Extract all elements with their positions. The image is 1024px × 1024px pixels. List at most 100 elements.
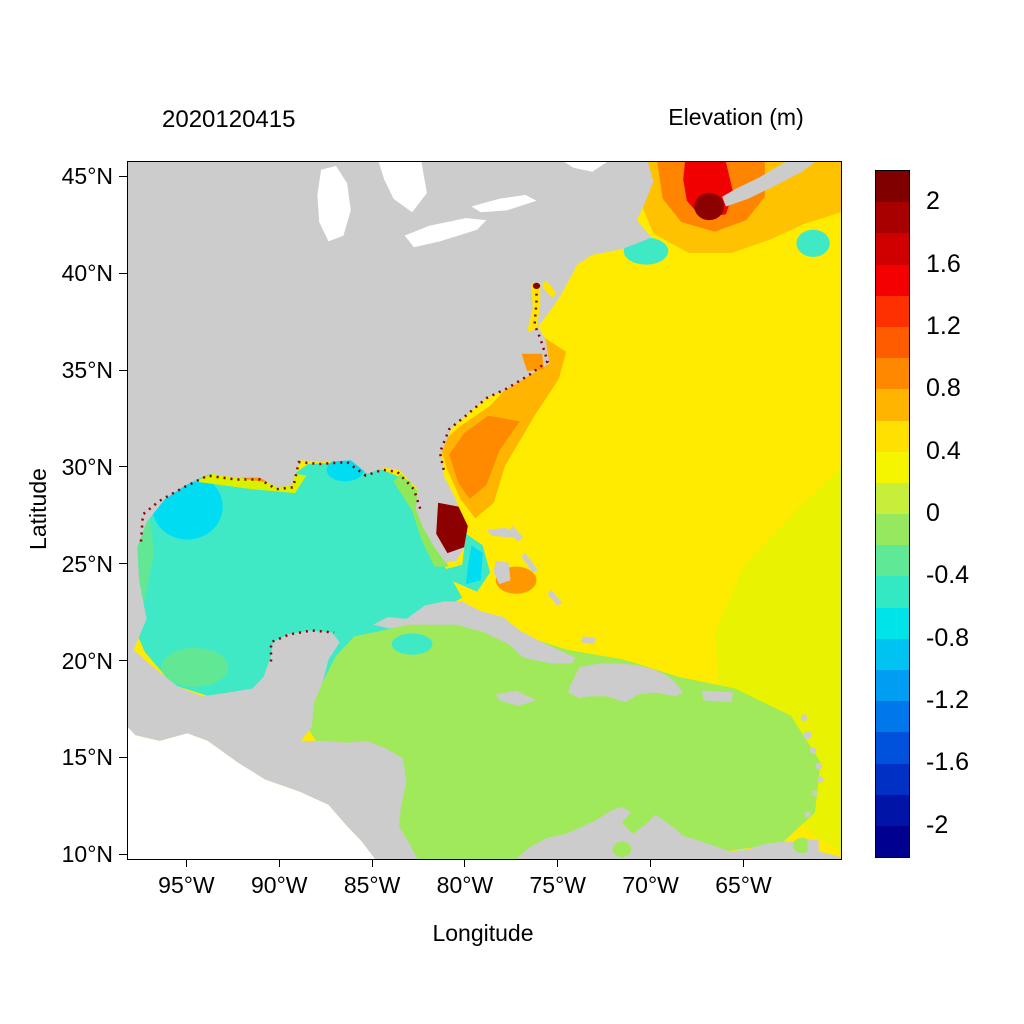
y-tick-label: 35°N — [61, 357, 113, 384]
colorbar — [875, 170, 910, 858]
gulf-of-paria-green — [792, 837, 812, 854]
island-dominica — [809, 747, 817, 754]
x-tick-mark — [742, 859, 744, 867]
x-axis-label: Longitude — [432, 920, 534, 946]
se-coast-wet-cells — [438, 284, 550, 471]
island-eleuthera — [521, 553, 539, 573]
land-north-central-america — [128, 162, 654, 859]
colorbar-tick-label: -2 — [926, 810, 949, 839]
caribbean-sea — [295, 603, 821, 859]
x-tick-label: 70°W — [622, 872, 679, 898]
y-tick-label: 30°N — [61, 453, 113, 480]
island-puerto-rico — [701, 690, 734, 703]
y-tick-mark — [119, 369, 127, 371]
y-tick-label: 40°N — [61, 260, 113, 287]
x-tick-label: 75°W — [529, 872, 587, 898]
island-st-lucia — [817, 776, 824, 783]
colorbar-band — [876, 514, 909, 546]
lake-maracaibo — [612, 841, 632, 857]
land-nova-scotia — [722, 162, 815, 207]
colorbar-band — [876, 202, 909, 234]
colorbar-band — [876, 358, 909, 390]
x-tick-mark — [464, 859, 466, 867]
colorbar-tick-label: 1.2 — [926, 311, 961, 340]
y-tick-mark — [119, 563, 127, 565]
colorbar-band — [876, 794, 909, 826]
colorbar-band — [876, 295, 909, 327]
colorbar-title: Elevation (m) — [668, 104, 804, 130]
land-south-america — [516, 806, 841, 859]
colorbar-band — [876, 545, 909, 577]
bay-of-fundy-maroon — [694, 192, 725, 221]
colorbar-band — [876, 233, 909, 265]
island-long-island — [547, 589, 563, 606]
y-tick-label: 10°N — [61, 841, 113, 868]
island-abaco — [508, 526, 524, 542]
y-tick-label: 45°N — [61, 163, 113, 190]
island-martinique — [815, 762, 822, 770]
scotian-shelf-teal — [796, 229, 830, 257]
colorbar-band — [876, 420, 909, 452]
x-tick-label: 80°W — [436, 872, 494, 898]
y-tick-mark — [119, 853, 127, 855]
y-tick-label: 20°N — [61, 647, 113, 674]
island-hispaniola — [568, 663, 684, 703]
x-tick-label: 95°W — [158, 872, 215, 898]
y-tick-label: 25°N — [61, 550, 113, 577]
colorbar-band — [876, 638, 909, 670]
island-antigua — [800, 714, 808, 721]
y-tick-mark — [119, 660, 127, 662]
colorbar-band — [876, 732, 909, 764]
south-florida-flooded — [436, 502, 468, 554]
chesapeake-bay — [527, 284, 541, 333]
se-coast-orange-core — [449, 415, 520, 499]
elevation-map — [128, 162, 841, 859]
x-tick-mark — [371, 859, 373, 867]
pacific-outside-domain — [128, 727, 375, 859]
colorbar-band — [876, 607, 909, 639]
nantucket-shoals-teal — [623, 237, 669, 265]
x-tick-mark — [185, 859, 187, 867]
st-lawrence-valley — [564, 162, 607, 172]
x-tick-mark — [557, 859, 559, 867]
gulf-ne-cyan — [326, 458, 364, 482]
colorbar-tick-label: 0.4 — [926, 436, 961, 465]
island-grand-bahama — [486, 527, 520, 538]
colorbar-band — [876, 451, 909, 483]
island-guadeloupe — [803, 731, 812, 739]
colorbar-tick-label: -0.8 — [926, 623, 970, 652]
y-axis-label: Latitude — [25, 468, 51, 550]
chesapeake-head-speck — [532, 282, 541, 289]
colorbar-tick-label: 0 — [926, 499, 940, 527]
lake-huron — [378, 162, 427, 213]
delaware-bay — [542, 280, 557, 298]
y-tick-mark — [119, 756, 127, 758]
colorbar-band — [876, 701, 909, 733]
florida-current-cyan — [465, 545, 483, 585]
pamlico-sound-orange — [521, 353, 544, 372]
island-st-vincent — [812, 790, 818, 797]
batabano-turquoise — [391, 633, 433, 655]
x-tick-mark — [278, 859, 280, 867]
island-cuba — [373, 601, 576, 664]
y-tick-label: 15°N — [61, 744, 113, 771]
x-tick-mark — [650, 859, 652, 867]
colorbar-tick-label: -0.4 — [926, 561, 970, 590]
colorbar-tick-label: -1.6 — [926, 748, 970, 777]
colorbar-band — [876, 482, 909, 515]
colorbar-tick-label: 1.6 — [926, 249, 961, 278]
colorbar-band — [876, 264, 909, 296]
colorbar-band — [876, 763, 909, 795]
colorbar-band — [876, 389, 909, 421]
colorbar-tick-label: 2 — [926, 187, 940, 216]
run-timestamp-title: 2020120415 — [162, 106, 296, 133]
colorbar-tick-label: 0.8 — [926, 374, 961, 403]
island-trinidad — [807, 839, 819, 854]
map-frame — [127, 161, 842, 860]
campeche-bay-green — [161, 647, 229, 687]
y-tick-mark — [119, 272, 127, 274]
lake-michigan — [317, 165, 351, 242]
y-tick-mark — [119, 175, 127, 177]
colorbar-band — [876, 171, 909, 203]
